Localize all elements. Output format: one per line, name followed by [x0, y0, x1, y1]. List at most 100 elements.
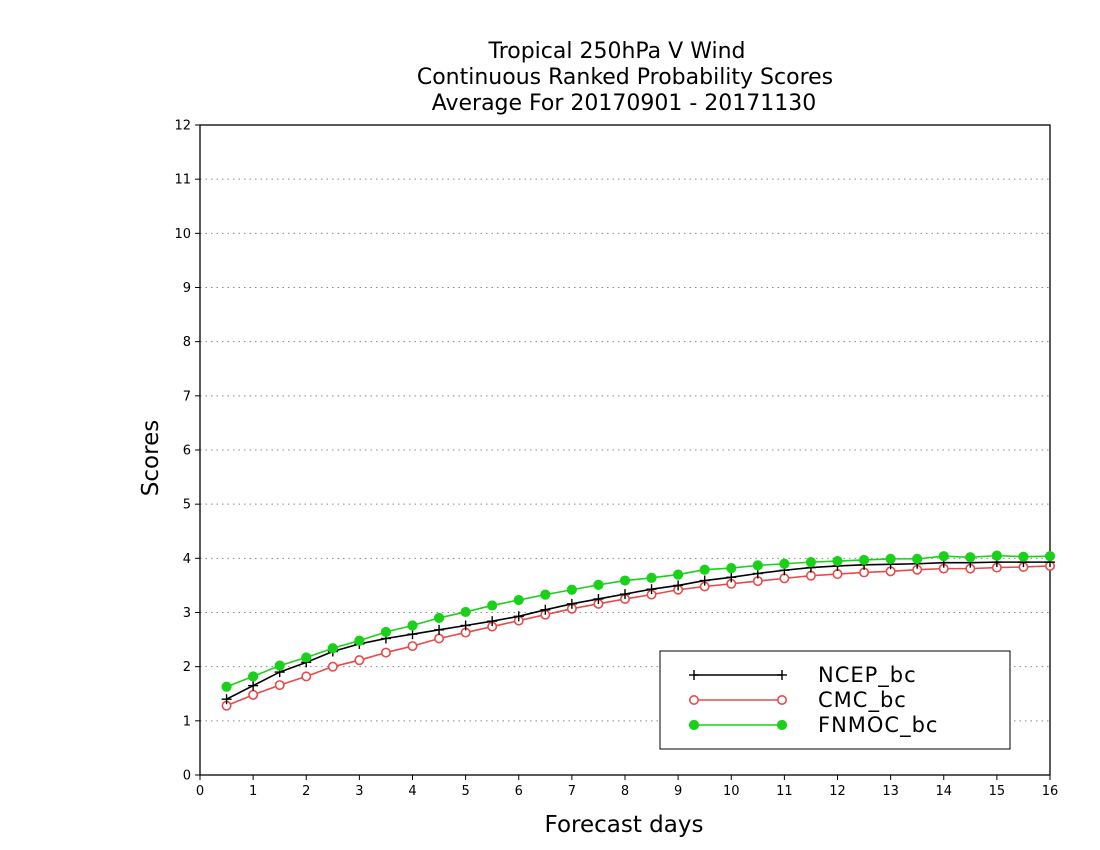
- point-fnmoc-bc-18: [699, 564, 710, 575]
- gridlines: [200, 178, 1050, 722]
- point-ncep-bc-18: [699, 575, 710, 586]
- point-fnmoc-bc-3: [301, 652, 312, 663]
- point-cmc-bc-22: [805, 570, 816, 581]
- point-ncep-bc-0: [221, 694, 232, 705]
- point-fnmoc-bc-0: [221, 681, 232, 692]
- point-fnmoc-bc-10: [487, 600, 498, 611]
- point-fnmoc-bc-14: [593, 579, 604, 590]
- point-ncep-bc-11: [513, 611, 524, 622]
- point-fnmoc-bc-31: [1044, 551, 1056, 562]
- point-fnmoc-bc-13: [566, 584, 577, 595]
- x-tick-label-16: 16: [1042, 784, 1059, 799]
- y-tick-label-0: 0: [183, 769, 191, 784]
- point-fnmoc-bc-29: [991, 550, 1002, 561]
- chart-title: Tropical 250hPa V Wind Continuous Ranked…: [417, 39, 833, 116]
- axis-ticks: [195, 124, 1051, 780]
- y-tick-label-5: 5: [183, 498, 191, 513]
- point-fnmoc-bc-16: [646, 572, 657, 583]
- point-cmc-bc-3: [301, 671, 312, 682]
- point-fnmoc-bc-25: [885, 553, 896, 564]
- point-fnmoc-bc-24: [858, 554, 870, 566]
- point-fnmoc-bc-22: [805, 557, 817, 568]
- point-fnmoc-bc-28: [965, 552, 976, 563]
- point-ncep-bc-7: [407, 629, 418, 640]
- chart-title-line-2: Continuous Ranked Probability Scores: [417, 65, 833, 90]
- x-tick-label-13: 13: [882, 784, 899, 799]
- point-fnmoc-bc-4: [327, 643, 338, 654]
- x-tick-label-4: 4: [408, 784, 416, 799]
- legend-item-ncep-bc: NCEP_bc: [689, 663, 917, 688]
- series-fnmoc-bc: [221, 550, 1056, 692]
- series-group: [221, 550, 1056, 711]
- point-fnmoc-bc-26: [912, 553, 923, 564]
- point-fnmoc-bc-21: [779, 558, 790, 569]
- point-fnmoc-bc-7: [407, 620, 418, 631]
- point-ncep-bc-12: [540, 604, 551, 615]
- point-cmc-bc-5: [354, 655, 365, 666]
- x-tick-label-10: 10: [723, 784, 740, 799]
- point-fnmoc-bc-30: [1018, 551, 1029, 562]
- point-fnmoc-bc-6: [380, 626, 392, 638]
- y-tick-label-2: 2: [183, 660, 191, 675]
- legend-marker-left-ncep-bc: [689, 670, 699, 680]
- legend-item-cmc-bc: CMC_bc: [688, 688, 906, 713]
- point-cmc-bc-1: [248, 689, 259, 700]
- y-tick-label-4: 4: [183, 552, 191, 567]
- point-cmc-bc-4: [327, 661, 338, 672]
- x-axis-title: Forecast days: [545, 812, 704, 838]
- legend-marker-right-fnmoc-bc: [776, 719, 788, 731]
- point-cmc-bc-21: [779, 573, 790, 584]
- point-ncep-bc-13: [566, 598, 577, 609]
- point-fnmoc-bc-19: [726, 562, 737, 574]
- point-fnmoc-bc-5: [354, 635, 365, 646]
- point-cmc-bc-7: [407, 641, 418, 652]
- point-fnmoc-bc-1: [248, 671, 259, 682]
- point-ncep-bc-9: [460, 620, 471, 631]
- legend-marker-left-cmc-bc: [688, 694, 699, 705]
- point-ncep-bc-10: [487, 616, 498, 627]
- x-tick-label-15: 15: [989, 784, 1006, 799]
- point-ncep-bc-14: [593, 593, 604, 604]
- y-tick-label-7: 7: [183, 389, 191, 404]
- point-ncep-bc-15: [620, 589, 630, 600]
- x-tick-label-0: 0: [196, 784, 204, 799]
- point-fnmoc-bc-9: [460, 606, 471, 618]
- legend-label-ncep-bc: NCEP_bc: [818, 663, 917, 688]
- y-tick-label-3: 3: [183, 606, 191, 621]
- y-tick-label-8: 8: [183, 335, 191, 350]
- x-tick-label-3: 3: [355, 784, 363, 799]
- point-ncep-bc-1: [248, 680, 259, 691]
- point-cmc-bc-8: [434, 633, 445, 644]
- point-fnmoc-bc-11: [513, 594, 524, 606]
- y-tick-label-6: 6: [183, 444, 191, 459]
- chart-title-line-3: Average For 20170901 - 20171130: [432, 91, 817, 116]
- y-tick-label-9: 9: [183, 281, 191, 296]
- y-tick-label-12: 12: [174, 119, 191, 134]
- y-axis-title: Scores: [138, 420, 164, 496]
- chart-title-line-1: Tropical 250hPa V Wind: [487, 39, 745, 64]
- point-fnmoc-bc-8: [433, 612, 445, 624]
- x-tick-label-1: 1: [249, 784, 257, 799]
- y-tick-label-1: 1: [183, 714, 191, 729]
- point-fnmoc-bc-17: [673, 569, 684, 580]
- point-fnmoc-bc-2: [274, 660, 285, 671]
- point-ncep-bc-19: [726, 572, 737, 583]
- point-ncep-bc-8: [434, 624, 445, 635]
- x-tick-label-9: 9: [674, 784, 682, 799]
- legend-marker-right-cmc-bc: [776, 694, 787, 705]
- point-fnmoc-bc-12: [540, 589, 551, 600]
- point-ncep-bc-16: [646, 584, 657, 595]
- point-fnmoc-bc-23: [832, 555, 843, 567]
- point-fnmoc-bc-15: [619, 575, 631, 586]
- point-ncep-bc-17: [673, 580, 684, 591]
- x-tick-label-8: 8: [621, 784, 629, 799]
- legend-label-fnmoc-bc: FNMOC_bc: [818, 713, 938, 738]
- x-tick-label-14: 14: [935, 784, 952, 799]
- y-tick-label-10: 10: [174, 227, 191, 242]
- y-tick-label-11: 11: [174, 173, 191, 188]
- x-axis-tick-labels: 0 1 2 3 4 5 6 7 8 9 10 11 12 13 14 15 16: [196, 784, 1058, 799]
- point-cmc-bc-2: [274, 680, 285, 691]
- point-cmc-bc-23: [832, 569, 843, 580]
